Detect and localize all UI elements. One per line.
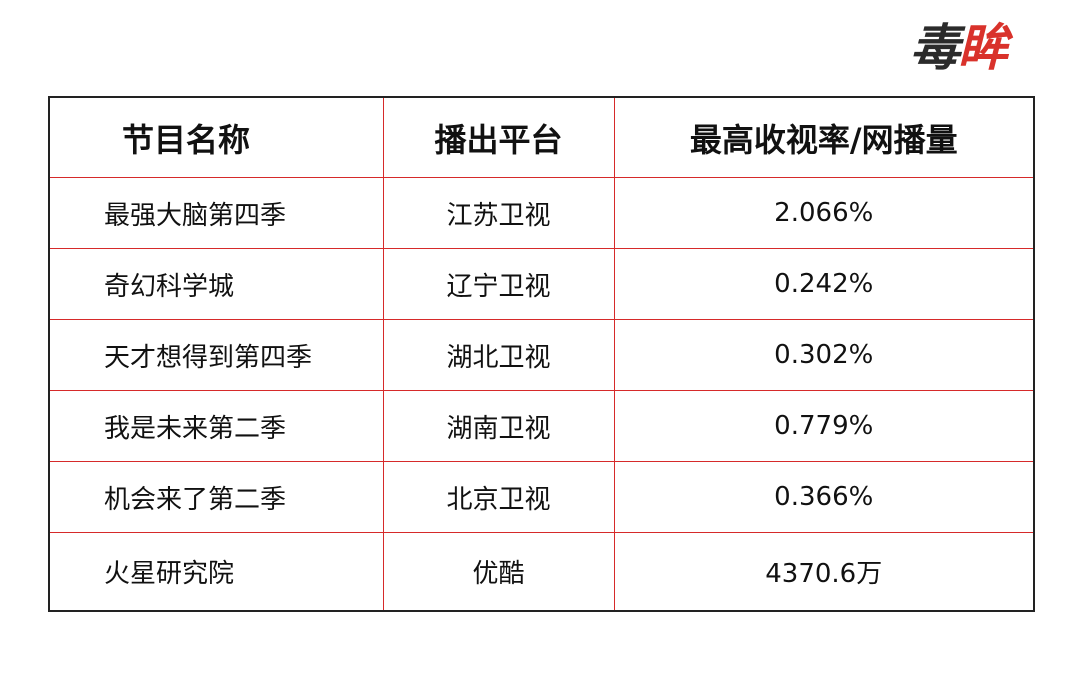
header-program-name: 节目名称 [49,97,384,178]
cell-platform: 辽宁卫视 [382,248,615,320]
cell-program-name: 火星研究院 [49,532,384,611]
program-ratings-table: 节目名称 播出平台 最高收视率/网播量 最强大脑第四季 江苏卫视 2.066% … [48,96,1035,612]
table-row: 天才想得到第四季 湖北卫视 0.302% [49,319,1034,391]
cell-platform: 江苏卫视 [382,177,615,249]
cell-rating: 2.066% [613,177,1034,249]
cell-program-name: 机会来了第二季 [49,461,384,533]
cell-program-name: 天才想得到第四季 [49,319,384,391]
table-row: 我是未来第二季 湖南卫视 0.779% [49,390,1034,462]
cell-platform: 湖北卫视 [382,319,615,391]
cell-platform: 湖南卫视 [382,390,615,462]
cell-rating: 0.242% [613,248,1034,320]
cell-program-name: 奇幻科学城 [49,248,384,320]
cell-platform: 优酷 [382,532,615,611]
cell-rating: 0.779% [613,390,1034,462]
header-platform: 播出平台 [382,97,615,178]
cell-rating: 0.302% [613,319,1034,391]
cell-program-name: 最强大脑第四季 [49,177,384,249]
header-rating: 最高收视率/网播量 [613,97,1034,178]
table-row: 最强大脑第四季 江苏卫视 2.066% [49,177,1034,249]
cell-rating: 0.366% [613,461,1034,533]
logo-text-1: 毒 [910,19,960,77]
table-row: 火星研究院 优酷 4370.6万 [49,532,1034,611]
cell-views: 4370.6万 [613,532,1034,611]
table-header-row: 节目名称 播出平台 最高收视率/网播量 [49,97,1034,178]
logo-text-2: 眸 [958,19,1008,77]
table-row: 机会来了第二季 北京卫视 0.366% [49,461,1034,533]
table-row: 奇幻科学城 辽宁卫视 0.242% [49,248,1034,320]
logo: 毒眸 [910,18,1008,78]
cell-platform: 北京卫视 [382,461,615,533]
cell-program-name: 我是未来第二季 [49,390,384,462]
